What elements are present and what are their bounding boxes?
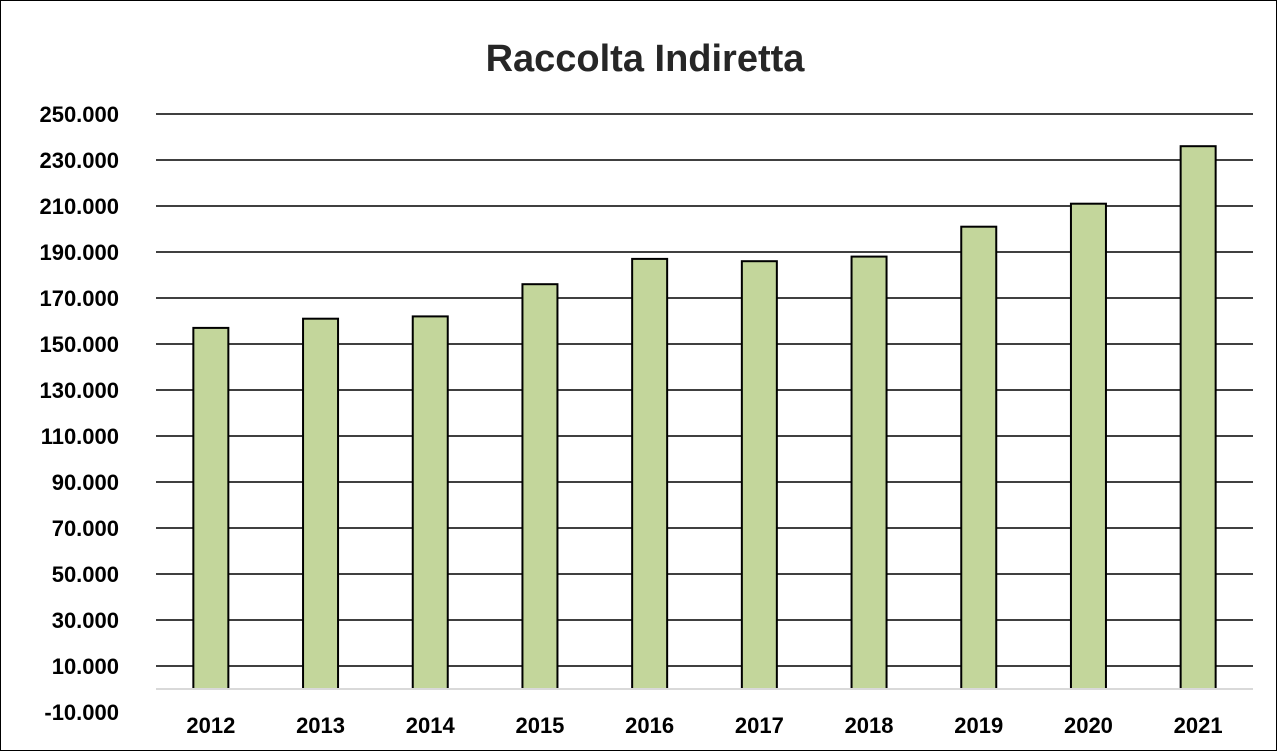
y-tick-label: 30.000 [52,608,119,633]
bars [192,145,1217,690]
y-tick-label: 250.000 [39,102,119,127]
x-tick-label: 2017 [735,713,784,738]
y-tick-label: 170.000 [39,286,119,311]
x-tick-label: 2015 [515,713,564,738]
bar-2016 [631,257,669,690]
x-axis-tick-labels: 2012 2013 2014 2015 2016 2017 2018 2019 2020 2021 [186,713,1222,738]
bar-2018 [850,255,888,690]
x-tick-label: 2012 [186,713,235,738]
y-axis-tick-labels: -10.000 10.000 30.000 50.000 70.000 90.000 110… [39,102,119,725]
x-tick-label: 2014 [406,713,456,738]
y-tick-label: 90.000 [52,470,119,495]
y-tick-label: 190.000 [39,240,119,265]
y-tick-label: 70.000 [52,516,119,541]
bar-2012 [192,326,230,690]
bar-2021 [1179,145,1217,690]
y-tick-label: -10.000 [44,700,119,725]
y-tick-label: 130.000 [39,378,119,403]
y-tick-label: 50.000 [52,562,119,587]
bar-2020 [1069,202,1107,690]
x-tick-label: 2020 [1064,713,1113,738]
chart-title: Raccolta Indiretta [486,38,806,80]
y-tick-label: 210.000 [39,194,119,219]
bar-2019 [960,225,998,690]
bar-2013 [302,317,340,690]
y-tick-label: 230.000 [39,148,119,173]
x-tick-label: 2013 [296,713,345,738]
y-tick-label: 110.000 [41,424,119,449]
bar-2014 [411,315,449,690]
y-tick-label: 10.000 [52,654,119,679]
bar-2017 [740,260,778,690]
x-tick-label: 2019 [954,713,1003,738]
bar-2015 [521,283,559,690]
x-tick-label: 2016 [625,713,674,738]
x-tick-label: 2021 [1174,713,1223,738]
y-tick-label: 150.000 [39,332,119,357]
x-tick-label: 2018 [845,713,894,738]
